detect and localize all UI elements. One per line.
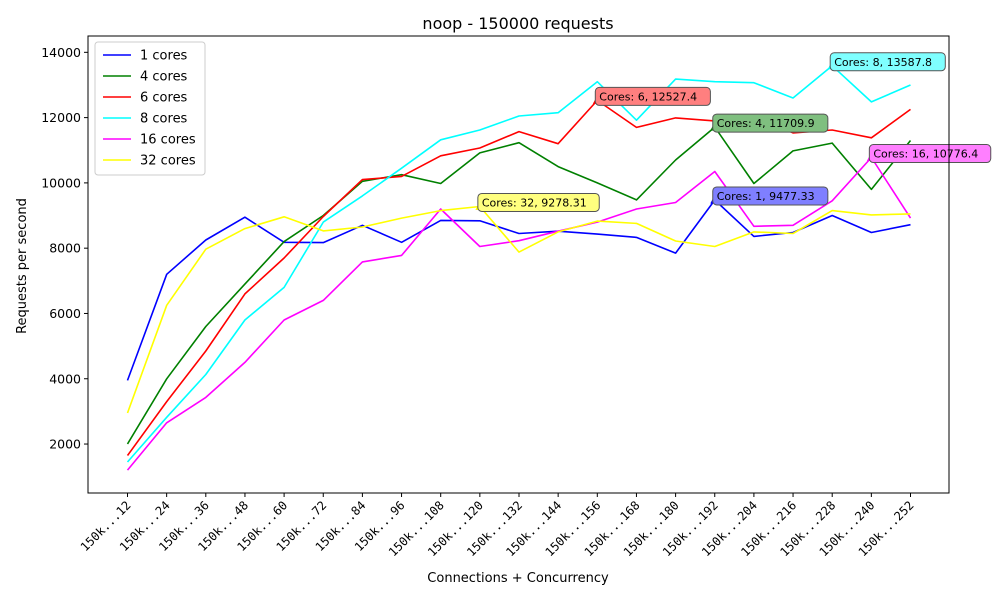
y-tick-label: 2000 [49,437,81,452]
y-tick-label: 14000 [41,45,81,60]
legend-label: 32 cores [140,154,196,169]
annotation-box [868,144,992,164]
annotation-label: Cores: 8, 13587.8 [834,56,932,69]
y-axis-label: Requests per second [15,198,30,334]
legend-label: 6 cores [140,91,188,106]
series-line-16-cores [126,156,912,471]
annotation-box [712,186,829,206]
max-annotations: Cores: 1, 9477.33 Cores: 4, 11709.9 Cores:… [475,52,992,212]
annotation-box [829,52,946,72]
series-line-1-cores [126,199,911,381]
y-tick-label: 6000 [49,306,81,321]
annotation-label: Cores: 4, 11709.9 [717,117,815,130]
annotation-box [712,113,829,133]
x-axis-label: Connections + Concurrency [427,571,609,586]
legend-label: 4 cores [140,70,188,85]
series-line-8-cores [126,65,911,463]
annotation-label: Cores: 1, 9477.33 [717,190,815,203]
plot-frame [87,35,950,494]
y-tick-label: 4000 [49,371,81,386]
chart-title: noop - 150000 requests [422,14,613,33]
y-tick-label: 10000 [41,175,81,190]
annotation-label: Cores: 6, 12527.4 [599,90,697,103]
annotation-label: Cores: 16, 10776.4 [873,148,978,161]
legend-label: 8 cores [140,112,188,127]
legend: 1 cores 4 cores 6 cores 8 cores 16 cores 32 c… [94,41,206,176]
y-tick-label: 8000 [49,241,81,256]
series-line-4-cores [126,126,912,445]
series-line-32-cores [126,205,911,414]
annotation-box [594,86,711,106]
y-tick-label: 12000 [41,110,81,125]
legend-label: 1 cores [140,49,188,64]
annotation-box [477,192,600,212]
annotation-label: Cores: 32, 9278.31 [482,196,587,209]
legend-label: 16 cores [140,133,196,148]
